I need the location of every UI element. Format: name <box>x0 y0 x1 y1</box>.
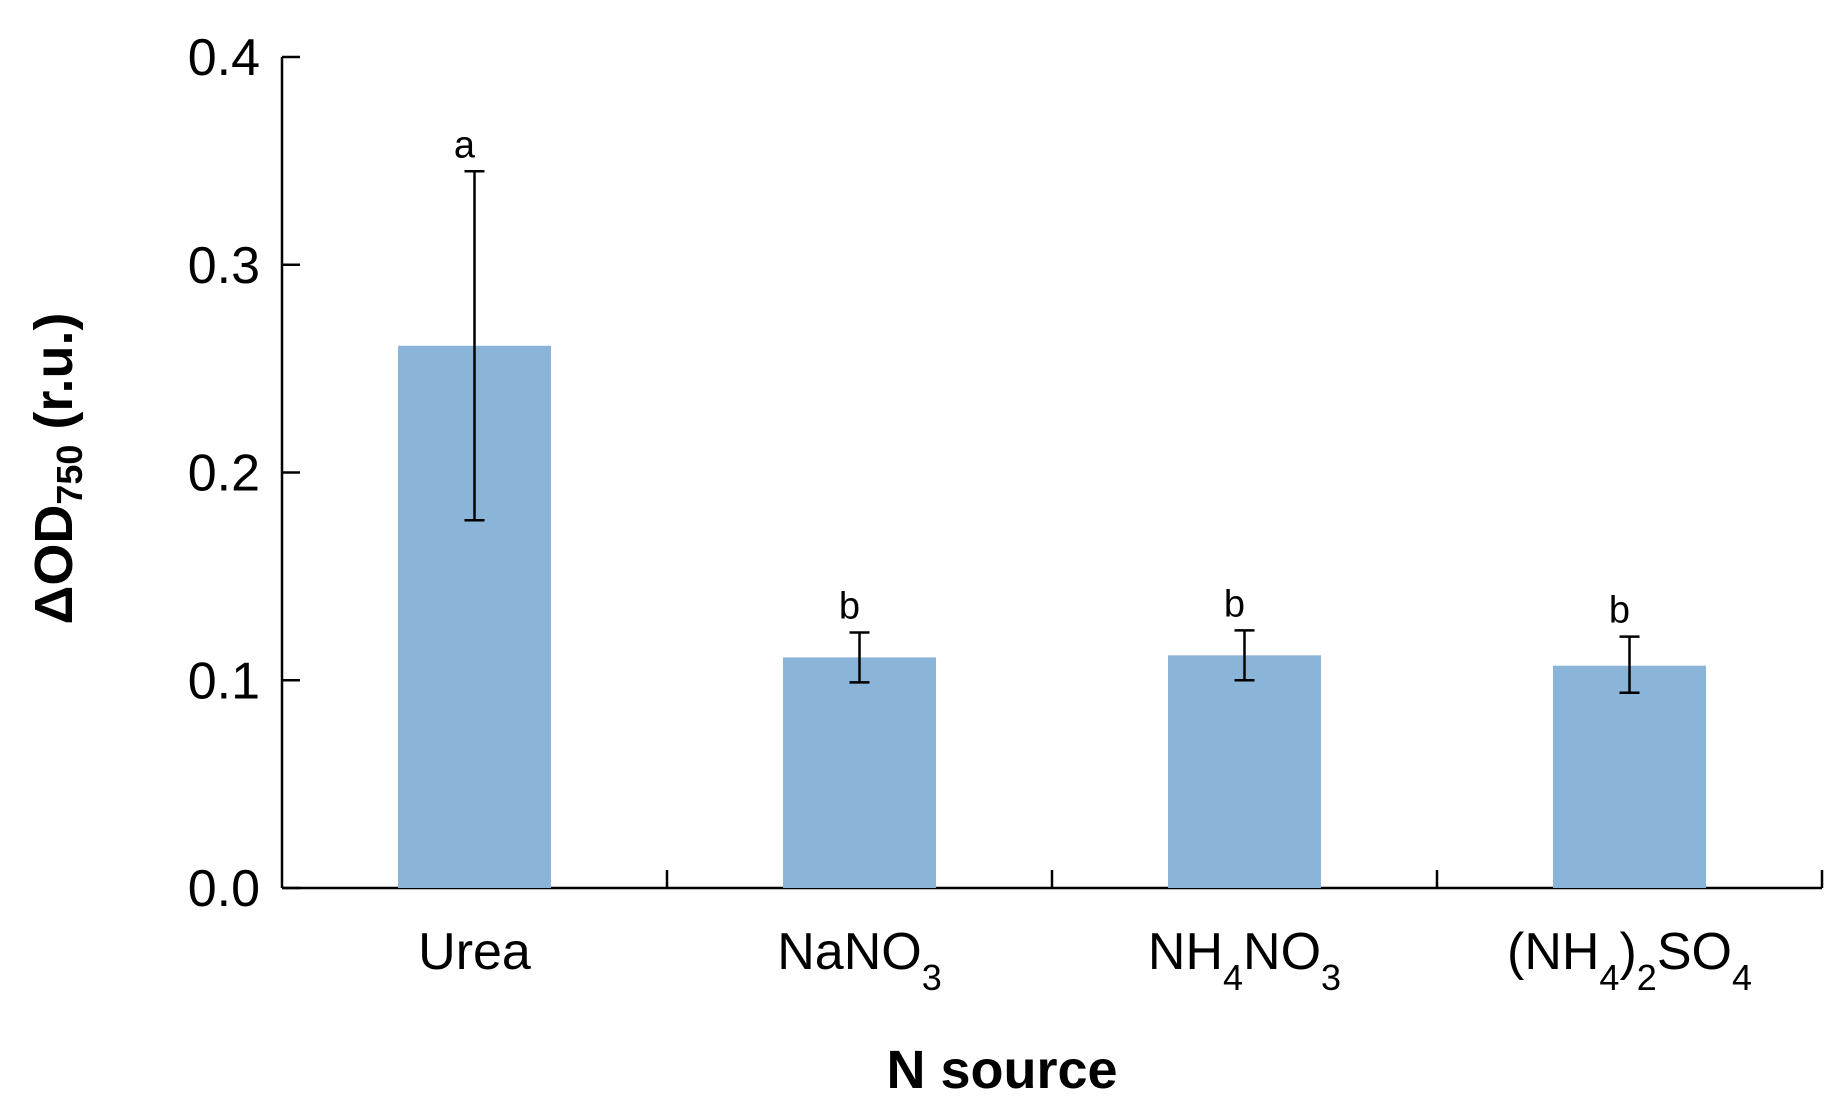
y-axis-title-suffix: (r.u.) <box>24 313 84 445</box>
y-tick-label: 0.0 <box>188 860 260 918</box>
y-tick-labels: 0.0 0.1 0.2 0.3 0.4 <box>188 29 260 918</box>
bar <box>1168 655 1321 888</box>
x-axis-title: N source <box>886 1040 1117 1100</box>
x-tick-label-subscript: 4 <box>1223 957 1243 998</box>
bars <box>398 345 1706 889</box>
x-tick-label-text: ) <box>1619 923 1636 981</box>
y-tick-label: 0.2 <box>188 445 260 503</box>
error-bars <box>464 170 1640 694</box>
y-tick-label: 0.4 <box>188 29 260 87</box>
y-axis-title-prefix: ΔOD <box>24 505 84 625</box>
significance-labels: a b b b <box>454 124 1630 631</box>
bar <box>1553 665 1706 888</box>
x-tick-label-subscript: 3 <box>922 957 942 998</box>
x-tick-label: NH4NO3 <box>1148 923 1341 998</box>
x-tick-label: (NH4)2SO4 <box>1507 923 1752 998</box>
x-tick-label-subscript: 3 <box>1321 957 1341 998</box>
x-tick-label-subscript: 4 <box>1732 957 1752 998</box>
x-tick-label-text: NO <box>1243 923 1321 981</box>
x-tick-label-text: SO <box>1657 923 1732 981</box>
x-tick-label: NaNO3 <box>777 923 942 998</box>
significance-label: b <box>1609 590 1630 632</box>
x-tick-label-subscript: 4 <box>1599 957 1619 998</box>
y-tick-label: 0.1 <box>188 652 260 710</box>
y-axis-title-subscript: 750 <box>49 445 90 505</box>
x-tick-label-subscript: 2 <box>1637 957 1657 998</box>
x-tick-label-text: NaNO <box>777 923 921 981</box>
x-tick-labels: Urea NaNO3 NH4NO3 (NH4)2SO4 <box>418 923 1752 998</box>
bar <box>783 657 936 888</box>
significance-label: b <box>839 585 860 627</box>
x-tick-label-text: NH <box>1148 923 1223 981</box>
significance-label: a <box>454 124 476 166</box>
x-tick-label: Urea <box>418 923 531 981</box>
significance-label: b <box>1224 583 1245 625</box>
x-tick-label-text: Urea <box>418 923 531 981</box>
x-tick-label-text: (NH <box>1507 923 1599 981</box>
y-tick-label: 0.3 <box>188 237 260 295</box>
y-axis-title: ΔOD750 (r.u.) <box>24 313 90 625</box>
